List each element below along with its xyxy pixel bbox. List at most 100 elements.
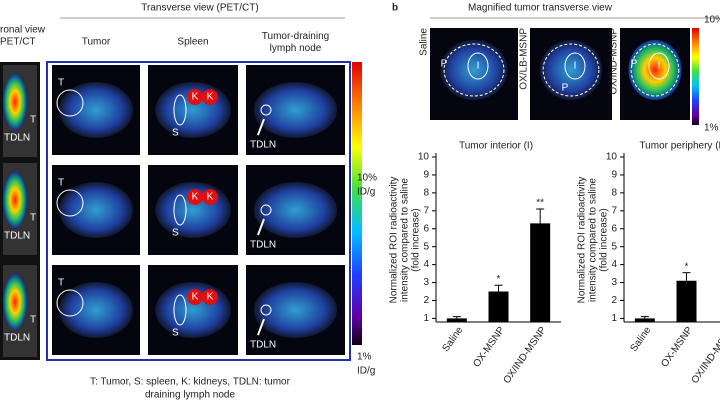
colorbar-max: 10% I (704, 15, 720, 26)
column-label: Spleen (177, 37, 208, 48)
bar (676, 280, 697, 322)
node-label: TDLN (250, 240, 276, 251)
coronal-label: T (30, 315, 36, 326)
spleen-outline (173, 194, 187, 226)
tumor-label: T (58, 178, 64, 189)
kidney-label: K (207, 292, 214, 303)
coronal-label: T (30, 213, 36, 224)
coronal-label: TDLN (4, 231, 30, 242)
x-tick-label: Saline (628, 325, 653, 354)
node-label: TDLN (250, 340, 276, 351)
colorbar-min: 1% ID (704, 123, 720, 134)
y-tick-label: 3 (423, 277, 429, 288)
body-signal (59, 282, 133, 338)
tumor-signal (440, 40, 508, 100)
kidney-signal (202, 89, 218, 105)
y-tick-label: 4 (423, 259, 429, 270)
coronal-label: TDLN (4, 133, 30, 144)
roi-label: P (562, 83, 569, 94)
transverse-title: Transverse view (PET/CT) (141, 3, 258, 14)
node-arrow (257, 218, 265, 236)
y-axis-label: Normalized ROI radioactivity (577, 177, 588, 304)
roi-periphery (630, 43, 680, 97)
body-signal (3, 74, 27, 130)
tumor-signal (628, 40, 682, 100)
tumor-outline (56, 89, 84, 117)
kidney-label: K (192, 92, 199, 103)
roi-label: I (658, 61, 661, 72)
roi-interior (564, 52, 586, 80)
y-tick-label: 7 (423, 205, 429, 216)
spleen-outline (173, 294, 187, 326)
node-outline (260, 304, 272, 316)
spleen-outline (173, 94, 187, 126)
y-tick-label: 6 (611, 223, 617, 234)
tumor-label: T (58, 78, 64, 89)
node-label: TDLN (250, 140, 276, 151)
kidney-label: K (192, 192, 199, 203)
y-axis-label: (fold increase) (411, 208, 422, 271)
coronal-label: T (30, 115, 36, 126)
kidney-label: K (207, 92, 214, 103)
spleen-label: S (172, 328, 179, 339)
coronal-subtitle: PET/CT (0, 37, 36, 48)
colorbar-max: ID/g (357, 187, 375, 198)
y-tick-label: 8 (611, 188, 617, 199)
y-tick-label: 3 (611, 277, 617, 288)
y-tick-label: 7 (611, 205, 617, 216)
body-signal (3, 172, 27, 228)
tumor-signal (539, 40, 603, 100)
kidney-label: K (192, 292, 199, 303)
bar (488, 291, 509, 322)
caption: T: Tumor, S: spleen, K: kidneys, TDLN: t… (90, 377, 291, 388)
panel-b-title: Magnified tumor transverse view (468, 3, 613, 14)
y-tick-label: 1 (611, 313, 617, 324)
y-axis-label: Normalized ROI radioactivity (389, 177, 400, 304)
image-label: OX/IND-MSNP (609, 28, 620, 95)
y-axis-label: intensity compared to saline (400, 178, 411, 302)
bar (446, 318, 467, 322)
x-tick-label: OX-MSNP (659, 325, 695, 370)
tumor-outline (56, 189, 84, 217)
roi-label: P (441, 59, 448, 70)
roi-label: I (574, 61, 577, 72)
tumor-label: T (58, 278, 64, 289)
transverse-frame (46, 61, 351, 361)
y-tick-label: 10 (606, 152, 618, 163)
y-tick-label: 5 (611, 241, 617, 252)
x-tick-label: Saline (440, 325, 465, 354)
kidney-signal (187, 289, 203, 305)
y-tick-label: 8 (423, 188, 429, 199)
y-axis-label: intensity compared to saline (588, 178, 599, 302)
y-tick-label: 10 (418, 152, 430, 163)
colorbar-min: 1% (357, 352, 372, 363)
colorbar (692, 28, 699, 125)
significance: * (685, 261, 689, 272)
node-arrow (257, 118, 265, 136)
roi-interior (467, 52, 489, 80)
significance: * (497, 274, 501, 285)
roi-interior (648, 52, 670, 80)
y-tick-label: 2 (611, 295, 617, 306)
roi-label: I (477, 61, 480, 72)
image-label: OX/LB-MSNP (519, 28, 530, 90)
coronal-label: TDLN (4, 333, 30, 344)
colorbar-min: ID/g (357, 366, 375, 377)
coronal-title: ronal view (0, 25, 46, 36)
bar (530, 223, 551, 322)
y-axis-label: (fold increase) (599, 208, 610, 271)
bar (634, 318, 655, 322)
kidney-signal (202, 189, 218, 205)
image-label: Saline (419, 28, 430, 56)
roi-label: P (631, 59, 638, 70)
y-tick-label: 5 (423, 241, 429, 252)
roi-periphery (443, 43, 505, 97)
node-outline (260, 104, 272, 116)
kidney-signal (202, 289, 218, 305)
caption: draining lymph node (145, 390, 235, 401)
column-label: Tumor (82, 37, 111, 48)
tumor-outline (56, 289, 84, 317)
chart-title: Tumor interior (I) (459, 141, 533, 152)
y-tick-label: 9 (423, 170, 429, 181)
